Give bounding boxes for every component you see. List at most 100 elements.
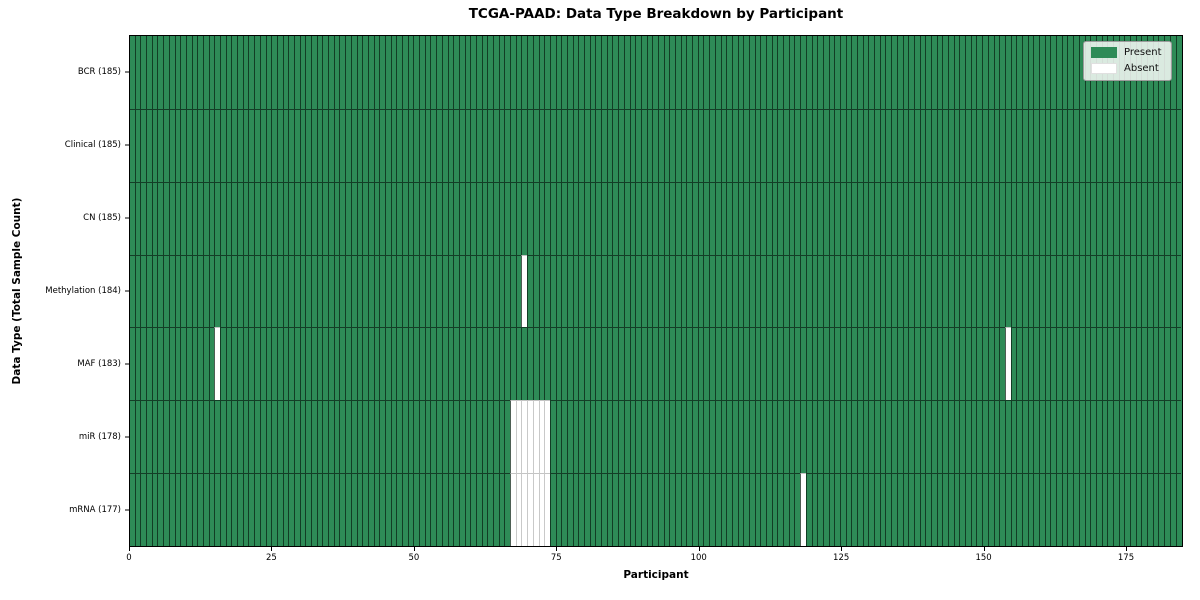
heatmap-cell-present xyxy=(731,254,738,328)
heatmap-cell-present xyxy=(908,36,914,109)
heatmap-cell-present xyxy=(407,327,414,401)
heatmap-cell-present xyxy=(458,254,465,328)
heatmap-cell-present xyxy=(282,400,289,474)
heatmap-cell-present xyxy=(987,36,994,109)
heatmap-cell-present xyxy=(259,108,266,182)
heatmap-cell-present xyxy=(731,327,738,401)
heatmap-cell-present xyxy=(322,254,329,328)
y-tick-label-methylation: Methylation (184) xyxy=(45,286,121,296)
heatmap-cell-present xyxy=(862,473,869,547)
heatmap-cell-present xyxy=(589,473,596,547)
heatmap-cell-present xyxy=(896,254,903,328)
heatmap-cell-present xyxy=(868,327,875,401)
heatmap-cell-present xyxy=(242,327,249,401)
heatmap-cell-present xyxy=(1107,400,1113,474)
legend-swatch-absent xyxy=(1091,63,1117,74)
heatmap-cell-present xyxy=(879,36,886,109)
heatmap-cell-present xyxy=(930,36,937,109)
heatmap-cell-present xyxy=(407,181,414,255)
heatmap-cell-present xyxy=(475,473,482,547)
heatmap-cell-present xyxy=(373,36,380,109)
heatmap-cell-present xyxy=(777,181,784,255)
heatmap-cell-present xyxy=(1169,254,1176,328)
heatmap-cell-present xyxy=(748,473,755,547)
heatmap-cell-present xyxy=(743,181,749,255)
heatmap-cell-present xyxy=(760,36,766,109)
heatmap-cell-present xyxy=(879,327,886,401)
legend-item-absent: Absent xyxy=(1091,63,1162,74)
heatmap-cell-present xyxy=(953,254,960,328)
heatmap-cell-present xyxy=(328,36,334,109)
heatmap-cell-present xyxy=(549,108,556,182)
heatmap-cell-present xyxy=(356,473,363,547)
heatmap-cell-present xyxy=(197,108,203,182)
heatmap-cell-present xyxy=(1135,327,1142,401)
heatmap-cell-present xyxy=(720,181,727,255)
heatmap-cell-present xyxy=(487,400,493,474)
heatmap-cell-present xyxy=(1061,327,1068,401)
heatmap-cell-present xyxy=(390,36,397,109)
heatmap-cell-present xyxy=(828,327,835,401)
heatmap-cell-present xyxy=(487,473,493,547)
heatmap-cell-present xyxy=(857,36,863,109)
heatmap-cell-present xyxy=(504,181,511,255)
heatmap-cell-present xyxy=(879,254,886,328)
heatmap-cell-present xyxy=(396,327,402,401)
heatmap-cell-present xyxy=(993,327,1000,401)
heatmap-cell-present xyxy=(794,108,801,182)
heatmap-cell-present xyxy=(1078,327,1085,401)
x-tick-mark xyxy=(556,547,558,551)
heatmap-cell-present xyxy=(703,254,710,328)
heatmap-cell-present xyxy=(703,108,710,182)
heatmap-cell-present xyxy=(1112,473,1119,547)
heatmap-cell-present xyxy=(130,254,135,328)
heatmap-cell-present xyxy=(1090,327,1096,401)
heatmap-cell-present xyxy=(254,108,260,182)
heatmap-cell-present xyxy=(1050,400,1057,474)
heatmap-cell-present xyxy=(948,181,954,255)
heatmap-cell-present xyxy=(1067,254,1074,328)
heatmap-cell-present xyxy=(737,473,744,547)
heatmap-cell-present xyxy=(453,400,459,474)
heatmap-cell-present xyxy=(1004,108,1011,182)
heatmap-cell-present xyxy=(373,400,380,474)
heatmap-cell-present xyxy=(390,327,397,401)
heatmap-cell-absent xyxy=(527,400,533,474)
heatmap-cell-present xyxy=(726,108,732,182)
heatmap-cell-present xyxy=(1033,400,1039,474)
heatmap-cell-present xyxy=(515,327,522,401)
heatmap-cell-present xyxy=(362,400,368,474)
heatmap-cell-present xyxy=(783,181,789,255)
heatmap-cell-present xyxy=(1021,327,1028,401)
heatmap-cell-present xyxy=(601,181,607,255)
x-tick-mark xyxy=(413,547,415,551)
heatmap-cell-present xyxy=(493,254,499,328)
heatmap-cell-present xyxy=(839,254,846,328)
heatmap-cell-present xyxy=(464,254,471,328)
heatmap-cell-present xyxy=(686,327,693,401)
heatmap-cell-present xyxy=(902,400,909,474)
heatmap-cell-present xyxy=(276,181,283,255)
heatmap-row-bcr xyxy=(130,36,1182,109)
heatmap-cell-present xyxy=(1152,181,1159,255)
heatmap-cell-present xyxy=(515,108,522,182)
heatmap-cell-present xyxy=(1101,181,1108,255)
heatmap-cell-present xyxy=(902,181,909,255)
heatmap-cell-present xyxy=(1152,473,1159,547)
heatmap-cell-present xyxy=(299,327,306,401)
heatmap-cell-present xyxy=(970,473,977,547)
heatmap-cell-present xyxy=(1061,108,1068,182)
heatmap-cell-present xyxy=(504,473,511,547)
heatmap-cell-present xyxy=(584,108,590,182)
heatmap-cell-present xyxy=(720,400,727,474)
heatmap-cell-present xyxy=(737,36,744,109)
heatmap-cell-present xyxy=(635,181,641,255)
heatmap-cell-present xyxy=(362,327,368,401)
heatmap-cell-present xyxy=(589,400,596,474)
heatmap-cell-present xyxy=(1101,400,1108,474)
heatmap-cell-present xyxy=(703,400,710,474)
heatmap-cell-present xyxy=(919,400,926,474)
heatmap-cell-present xyxy=(384,181,391,255)
heatmap-cell-present xyxy=(430,36,437,109)
heatmap-cell-present xyxy=(697,254,704,328)
